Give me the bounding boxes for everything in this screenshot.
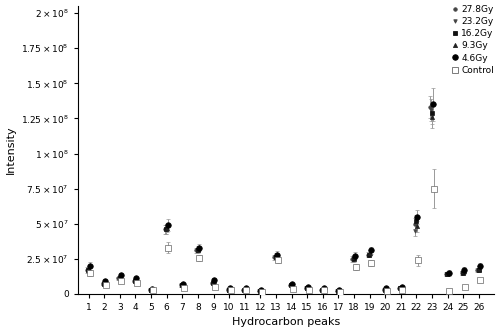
Legend: 27.8Gy, 23.2Gy, 16.2Gy, 9.3Gy, 4.6Gy, Control: 27.8Gy, 23.2Gy, 16.2Gy, 9.3Gy, 4.6Gy, Co… [453,5,494,75]
Y-axis label: Intensity: Intensity [6,126,16,174]
X-axis label: Hydrocarbon peaks: Hydrocarbon peaks [232,317,340,327]
